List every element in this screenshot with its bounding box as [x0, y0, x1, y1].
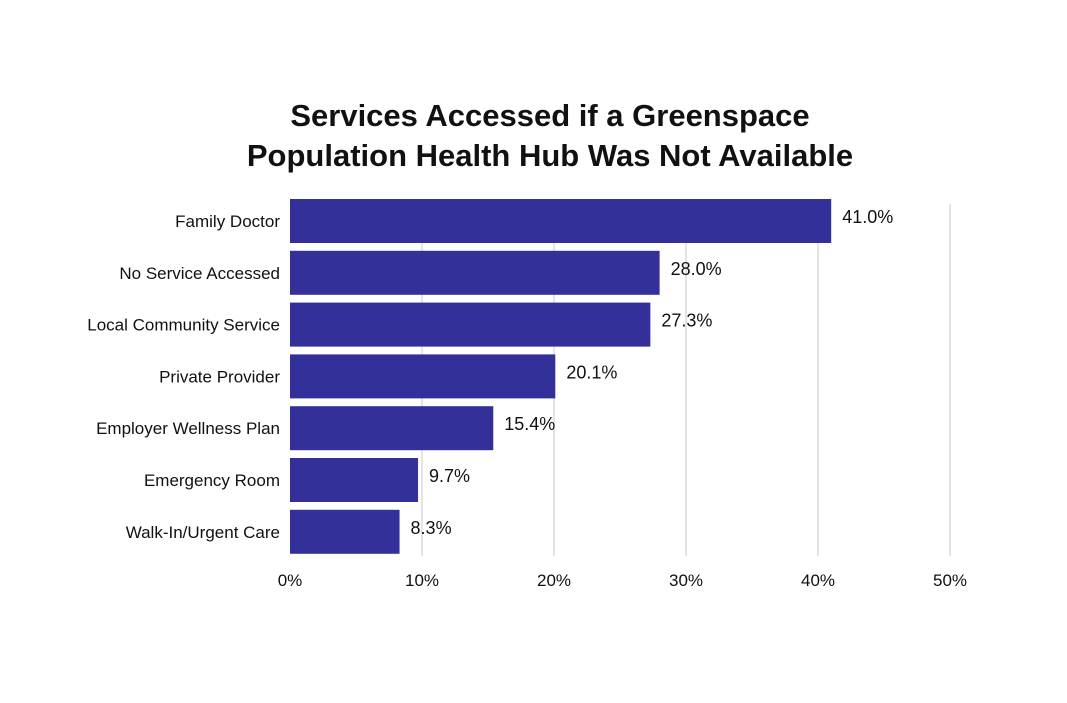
x-tick-label: 10%	[405, 571, 439, 590]
value-label: 20.1%	[566, 362, 617, 382]
x-tick-label: 20%	[537, 571, 571, 590]
chart-title: Services Accessed if a Greenspace Popula…	[0, 96, 1067, 176]
value-label: 15.4%	[504, 414, 555, 434]
bar	[290, 406, 494, 451]
x-tick-label: 50%	[933, 571, 967, 590]
value-label: 27.3%	[661, 311, 712, 331]
x-tick-label: 0%	[278, 571, 303, 590]
value-label: 28.0%	[671, 259, 722, 279]
chart-title-line-2: Population Health Hub Was Not Available	[246, 138, 854, 173]
category-label: Local Community Service	[87, 316, 280, 335]
bar	[290, 354, 556, 399]
bar	[290, 302, 651, 347]
x-tick-label: 30%	[669, 571, 703, 590]
category-label: Emergency Room	[144, 471, 280, 490]
bar	[290, 199, 832, 243]
bar	[290, 458, 419, 502]
category-label: No Service Accessed	[119, 264, 280, 283]
x-tick-label: 40%	[801, 571, 835, 590]
value-label: 9.7%	[429, 466, 470, 486]
value-label: 41.0%	[842, 207, 893, 227]
value-label: 8.3%	[411, 518, 452, 538]
category-label: Walk-In/Urgent Care	[126, 523, 280, 542]
chart-title-line-1: Services Accessed if a Greenspace	[290, 98, 810, 133]
category-label: Private Provider	[159, 367, 280, 386]
bar	[290, 509, 400, 554]
category-label: Employer Wellness Plan	[96, 419, 280, 438]
category-label: Family Doctor	[175, 212, 280, 231]
bar	[290, 250, 660, 295]
